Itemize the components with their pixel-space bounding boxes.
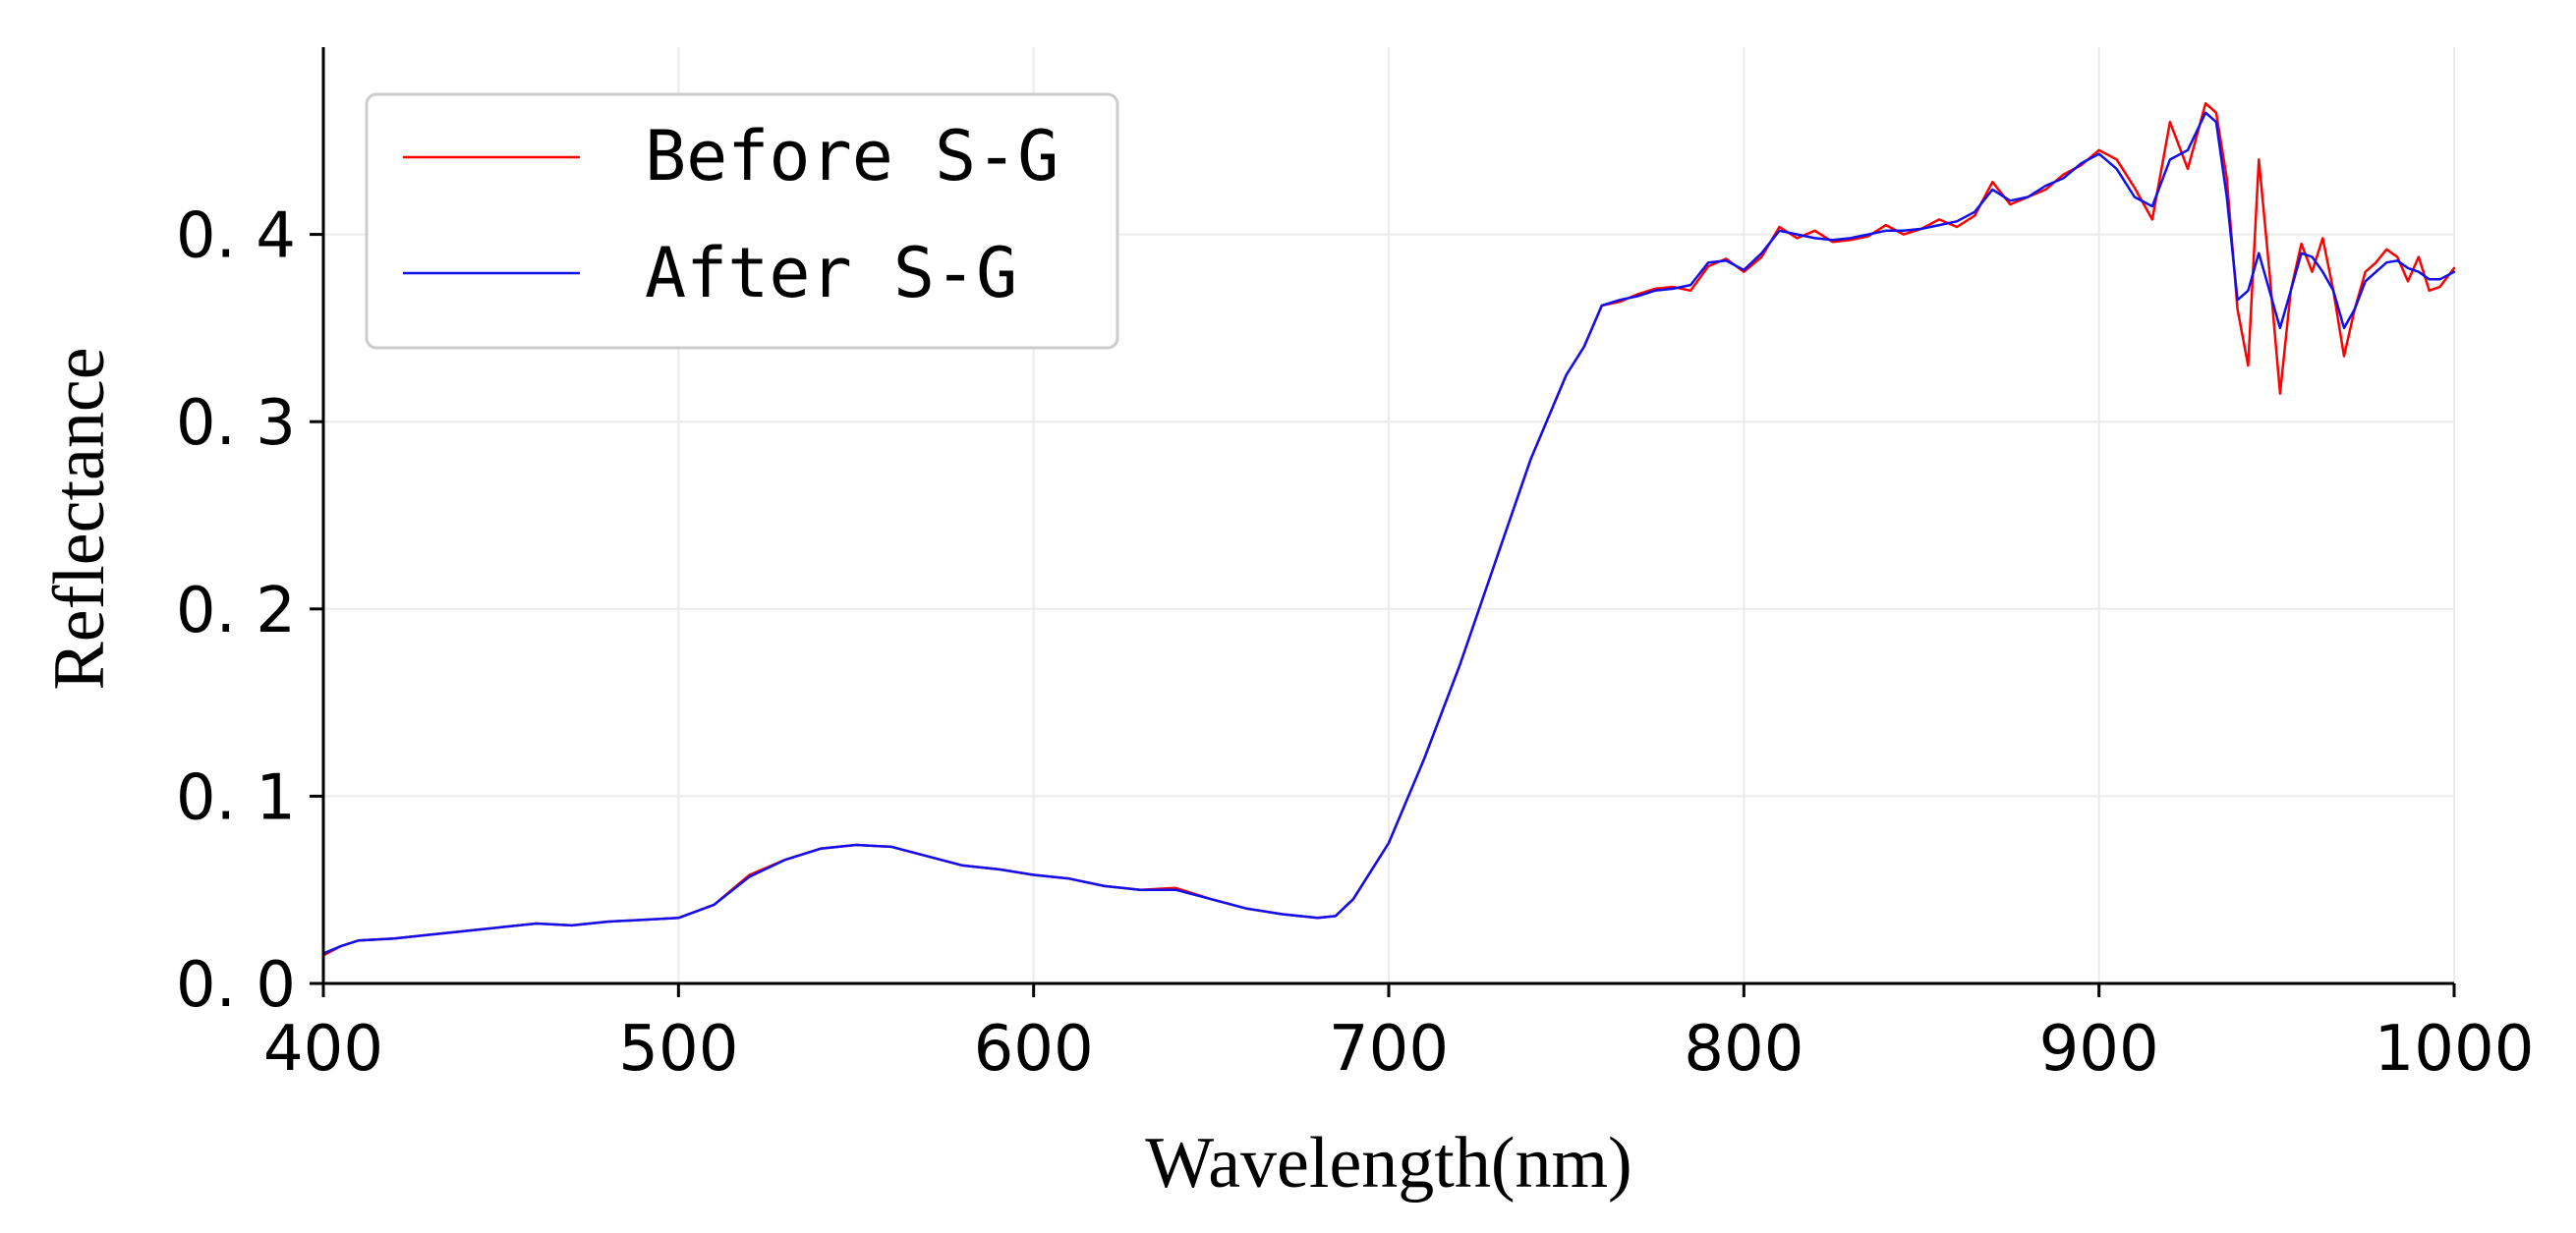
x-tick-label: 900 bbox=[2039, 1013, 2159, 1086]
y-tick-label: 0. 2 bbox=[176, 575, 296, 647]
y-ticks: 0. 0 0. 1 0. 2 0. 3 0. 4 bbox=[176, 200, 323, 1022]
x-tick-label: 400 bbox=[263, 1013, 383, 1086]
series-line-after bbox=[321, 111, 2456, 955]
y-axis-title: Reflectance bbox=[39, 347, 120, 690]
legend: Before S-G After S-G bbox=[365, 92, 1119, 350]
x-axis-title: Wavelength(nm) bbox=[1145, 1123, 1631, 1204]
grid bbox=[323, 47, 2455, 983]
legend-label-after: After S-G bbox=[645, 233, 1017, 313]
x-tick-label: 700 bbox=[1329, 1013, 1449, 1086]
y-tick-label: 0. 0 bbox=[176, 949, 296, 1022]
series-lines bbox=[321, 101, 2456, 957]
x-ticks: 400 500 600 700 800 900 1000 bbox=[263, 983, 2535, 1086]
y-tick-label: 0. 3 bbox=[176, 387, 296, 460]
x-tick-label: 600 bbox=[974, 1013, 1094, 1086]
y-tick-label: 0. 4 bbox=[176, 200, 296, 273]
y-tick-label: 0. 1 bbox=[176, 761, 296, 834]
x-tick-label: 500 bbox=[618, 1013, 738, 1086]
legend-label-before: Before S-G bbox=[645, 116, 1059, 196]
x-tick-label: 800 bbox=[1684, 1013, 1803, 1086]
x-tick-label: 1000 bbox=[2375, 1013, 2535, 1086]
